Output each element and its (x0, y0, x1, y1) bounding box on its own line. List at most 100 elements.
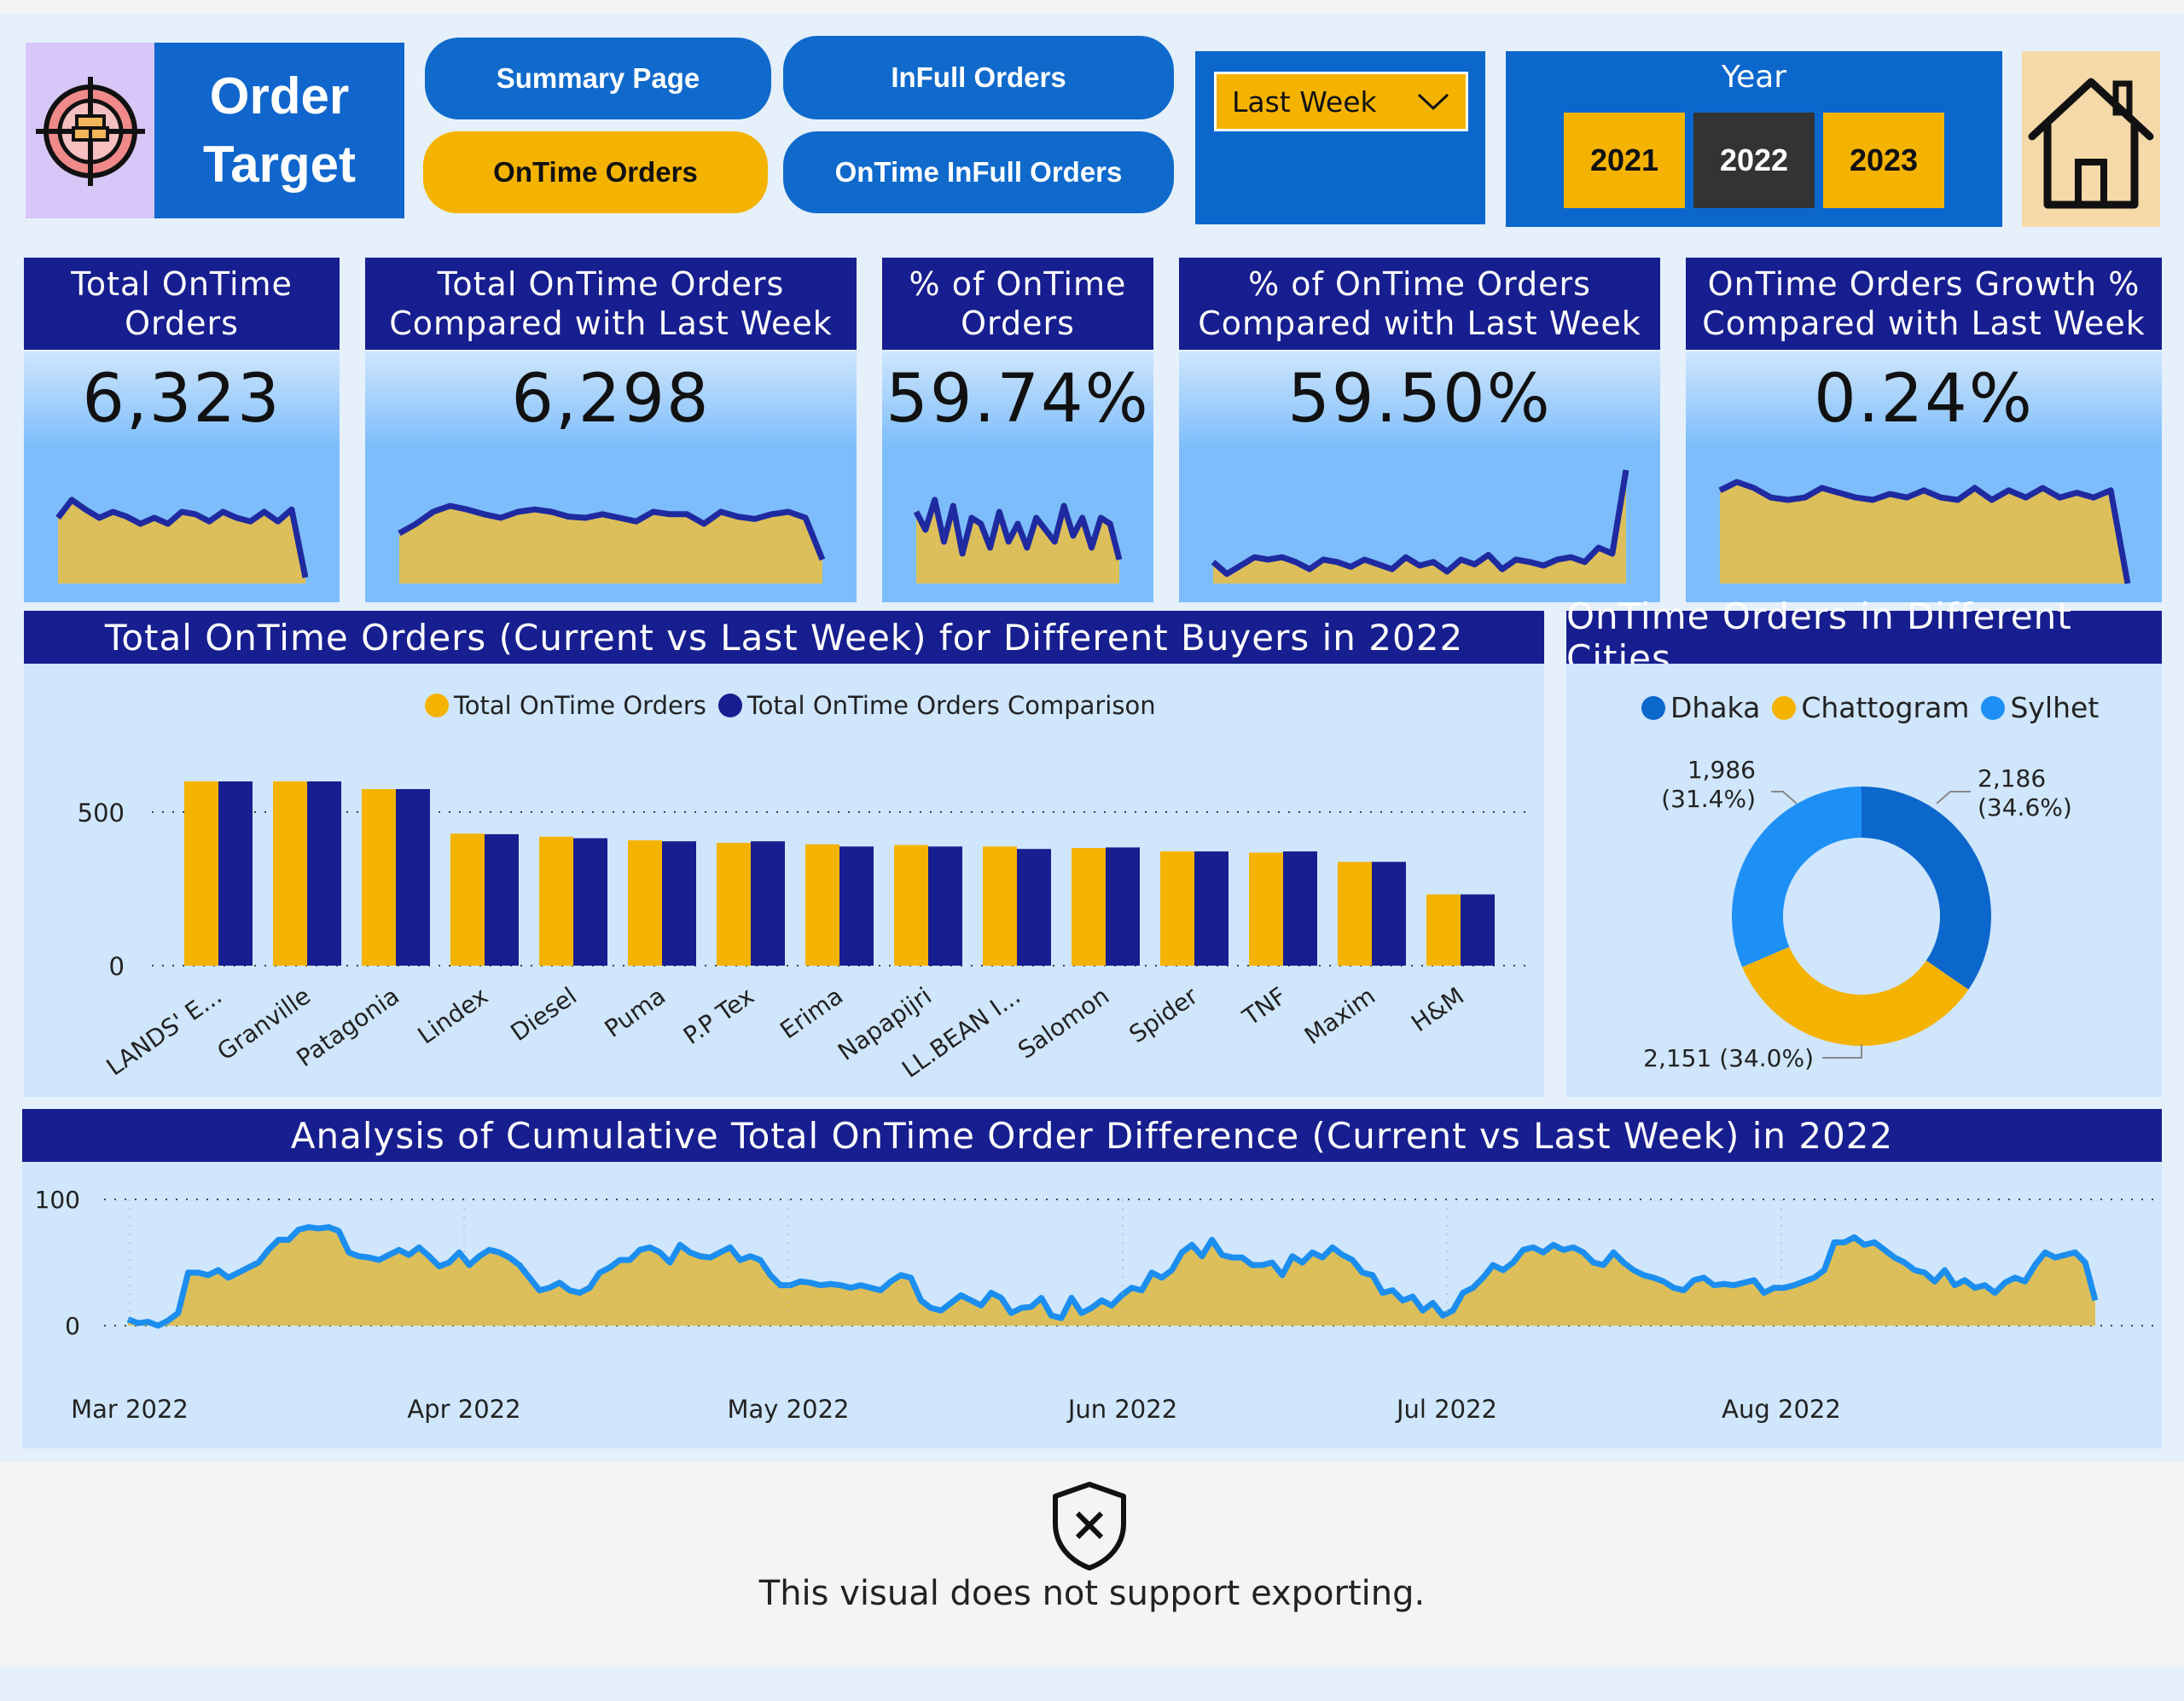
cumulative-area (128, 1227, 2095, 1326)
bar (1426, 894, 1461, 966)
bar (805, 844, 839, 966)
kpi-sparkline (55, 496, 309, 583)
x-tick-label: Erima (775, 982, 848, 1045)
logo-box (26, 43, 154, 218)
x-tick-label: H&M (1406, 982, 1469, 1037)
x-tick-label: Maxim (1299, 982, 1380, 1050)
bar (839, 846, 874, 966)
kpi-sparkline-line (1718, 479, 2131, 584)
year-2023-button[interactable]: 2023 (1823, 113, 1944, 208)
kpi-value: 59.50% (1179, 351, 1660, 447)
cities-chart-panel: Dhaka Chattogram Sylhet 2,186 (34.6%) 1,98… (1566, 664, 2162, 1097)
bar (894, 845, 928, 966)
kpi-card: 6,298 (365, 351, 857, 602)
period-dropdown-value: Last Week (1232, 84, 1377, 119)
report-title: Order Target (203, 67, 356, 193)
bar (1338, 862, 1372, 966)
dashboard-canvas: Order Target Summary Page InFull Orders … (0, 14, 2184, 1462)
x-tick-label: Apr 2022 (407, 1395, 520, 1424)
x-tick-label: Spider (1124, 981, 1203, 1048)
chevron-down-icon (1417, 93, 1449, 111)
cities-chart-title: OnTime Orders in Different Cities (1566, 595, 2162, 679)
leader-line (1936, 791, 1971, 804)
period-slicer: Last Week (1195, 51, 1485, 224)
legend-sylhet: Sylhet (2010, 691, 2100, 724)
donut-data-label: (34.6%) (1978, 793, 2072, 821)
bar (983, 846, 1017, 966)
x-tick-label: Salomon (1013, 982, 1114, 1065)
buyers-chart-legend: Total OnTime Orders Total OnTime Orders … (425, 691, 1168, 720)
bar (1072, 848, 1106, 966)
x-tick-label: LANDS' E... (102, 982, 227, 1082)
bar (450, 833, 485, 966)
legend-dhaka: Dhaka (1670, 691, 1761, 724)
donut-data-label: 1,986 (1687, 756, 1756, 784)
bar (1461, 894, 1495, 966)
kpi-value: 59.74% (882, 351, 1153, 447)
x-tick-label: Lindex (413, 982, 493, 1050)
bar (539, 836, 573, 966)
x-tick-label: Diesel (505, 982, 582, 1047)
year-slicer-label: Year (1721, 60, 1787, 95)
ontime-orders-button[interactable]: OnTime Orders (423, 131, 768, 213)
period-dropdown[interactable]: Last Week (1214, 72, 1468, 131)
x-tick-label: P.P Tex (678, 982, 759, 1050)
kpi-sparkline-area (1213, 470, 1626, 583)
bar (928, 846, 962, 966)
kpi-title: Total OnTime Orders Compared with Last W… (365, 258, 857, 350)
ontime-infull-orders-button[interactable]: OnTime InFull Orders (783, 131, 1174, 213)
kpi-sparkline (1718, 479, 2131, 584)
summary-page-button[interactable]: Summary Page (425, 38, 771, 119)
cities-chart-legend: Dhaka Chattogram Sylhet (1641, 691, 2111, 724)
cities-donut-chart: 2,186(34.6%) 1,986(31.4%) 2,151 (34.0%) (1643, 756, 2072, 1072)
export-message-area (0, 1462, 2184, 1667)
legend-total-ontime: Total OnTime Orders (454, 691, 706, 720)
infull-orders-button[interactable]: InFull Orders (783, 36, 1174, 119)
donut-slice (1862, 787, 1991, 990)
x-tick-label: Jul 2022 (1395, 1395, 1497, 1424)
bar (273, 781, 307, 966)
bar (396, 789, 430, 966)
cumulative-line (126, 1224, 2099, 1329)
kpi-value: 6,323 (24, 351, 340, 447)
year-2021-button[interactable]: 2021 (1564, 113, 1685, 208)
target-boxes-icon (36, 77, 145, 186)
x-tick-label: Aug 2022 (1722, 1395, 1841, 1424)
bar (1249, 852, 1283, 966)
bar (1017, 849, 1051, 966)
donut-data-label: 2,186 (1978, 764, 2046, 792)
bar (573, 838, 607, 966)
x-tick-label: Mar 2022 (71, 1395, 189, 1424)
kpi-card: 59.74% (882, 351, 1153, 602)
home-button[interactable] (2022, 51, 2160, 227)
cumulative-area-chart: 0 100 Mar 2022 Apr 2022 May 2022 Jun 2022 Jul … (35, 1186, 2155, 1424)
kpi-sparkline (913, 496, 1123, 583)
leader-line (1822, 1044, 1862, 1059)
kpi-title: Total OnTime Orders (24, 258, 340, 350)
bar (307, 781, 341, 966)
x-tick-label: TNF (1237, 982, 1292, 1032)
shield-x-icon (1053, 1482, 1126, 1570)
cumulative-chart-panel: 0 100 Mar 2022 Apr 2022 May 2022 Jun 2022 Jul … (22, 1162, 2162, 1448)
home-icon (2028, 78, 2154, 209)
kpi-value: 0.24% (1686, 351, 2162, 447)
bar (1106, 847, 1140, 966)
year-2022-button[interactable]: 2022 (1693, 113, 1815, 208)
x-tick-label: May 2022 (728, 1395, 850, 1424)
bar (1160, 851, 1194, 966)
kpi-title: OnTime Orders Growth % Compared with Las… (1686, 258, 2162, 350)
kpi-sparkline-area (1720, 482, 2128, 583)
kpi-sparkline-line (913, 496, 1123, 560)
kpi-card: 59.50% (1179, 351, 1660, 602)
buyers-chart-title: Total OnTime Orders (Current vs Last Wee… (24, 611, 1544, 664)
y-tick-label: 0 (109, 952, 125, 981)
bar (1283, 851, 1317, 966)
kpi-sparkline-area (399, 506, 822, 583)
bar (218, 781, 253, 966)
kpi-value: 6,298 (365, 351, 857, 447)
report-title-block: Order Target (26, 43, 404, 218)
bar (485, 833, 519, 966)
kpi-title: % of OnTime Orders Compared with Last We… (1179, 258, 1660, 350)
bar (662, 841, 696, 966)
bar (184, 781, 218, 966)
